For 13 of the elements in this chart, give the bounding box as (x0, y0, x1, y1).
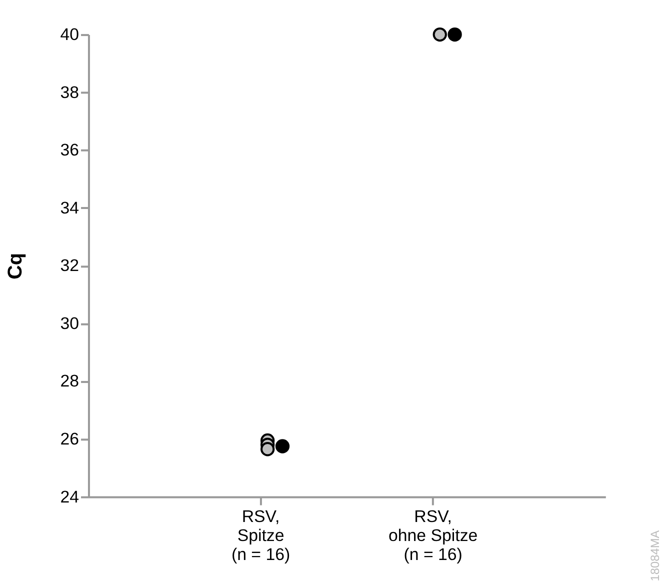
y-tick-label: 38 (60, 82, 80, 102)
x-tick-label: RSV, ohne Spitze (n = 16) (388, 507, 478, 564)
text: 18084MA (648, 530, 662, 582)
y-tick-label: 28 (60, 372, 80, 391)
x-tick-label: RSV, Spitze (n = 16) (231, 507, 290, 564)
y-tick-label: 34 (60, 198, 80, 218)
y-axis-title: Cq (4, 252, 26, 280)
y-tick-label: 24 (60, 487, 80, 506)
y-tick-label: 26 (60, 429, 80, 448)
y-tick-label: 36 (60, 140, 80, 160)
y-tick-label: 40 (60, 25, 80, 44)
y-tick-label: 32 (60, 256, 80, 276)
y-tick-label: 30 (60, 314, 80, 333)
